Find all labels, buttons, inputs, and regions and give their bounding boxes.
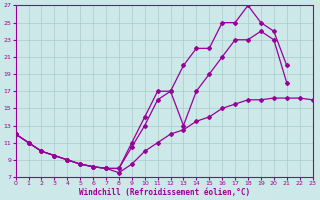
X-axis label: Windchill (Refroidissement éolien,°C): Windchill (Refroidissement éolien,°C) — [78, 188, 250, 197]
